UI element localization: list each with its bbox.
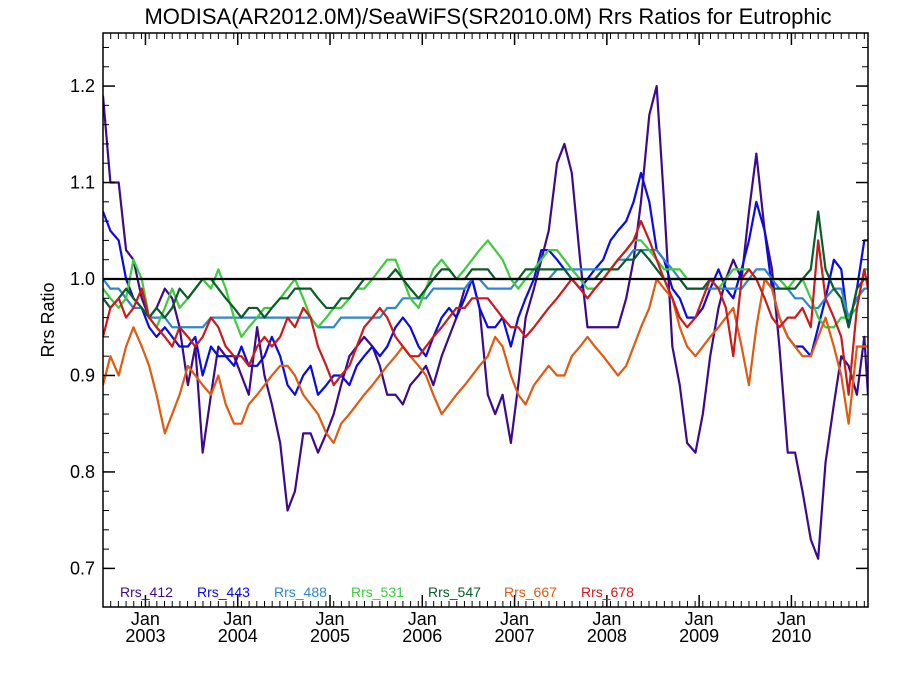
x-tick-month-label: Jan: [777, 609, 806, 629]
y-tick-label: 1.1: [70, 173, 95, 193]
legend: Rrs_412 Rrs_443 Rrs_488 Rrs_531 Rrs_547 Rrs_6…: [120, 584, 634, 600]
plot-frame: [102, 32, 869, 608]
x-tick-year-label: 2003: [125, 626, 165, 646]
x-tick-month-label: Jan: [685, 609, 714, 629]
plot-area: [103, 84, 868, 560]
x-tick-year-label: 2005: [310, 626, 350, 646]
legend-item-rrs-488: Rrs_488: [274, 584, 327, 600]
x-tick-year-label: 2009: [679, 626, 719, 646]
series-line-rrs-443: [103, 171, 868, 396]
y-tick-label: 1.0: [70, 269, 95, 289]
y-tick-label: 0.8: [70, 462, 95, 482]
x-tick-month-label: Jan: [223, 609, 252, 629]
y-axis-label: Rrs Ratio: [38, 282, 58, 357]
legend-item-rrs-531: Rrs_531: [351, 584, 404, 600]
series-layer: [103, 84, 868, 560]
axes-layer: 0.70.80.91.01.11.2Jan2003Jan2004Jan2005J…: [70, 33, 868, 646]
series-line-rrs-678: [103, 220, 868, 396]
legend-item-rrs-443: Rrs_443: [197, 584, 250, 600]
x-tick-month-label: Jan: [408, 609, 437, 629]
x-tick-month-label: Jan: [592, 609, 621, 629]
series-line-rrs-667: [103, 277, 868, 445]
x-tick-month-label: Jan: [131, 609, 160, 629]
legend-item-rrs-667: Rrs_667: [504, 584, 557, 600]
y-tick-label: 0.7: [70, 558, 95, 578]
y-tick-label: 0.9: [70, 365, 95, 385]
legend-item-rrs-412: Rrs_412: [120, 584, 173, 600]
x-tick-year-label: 2007: [495, 626, 535, 646]
legend-item-rrs-547: Rrs_547: [428, 584, 481, 600]
x-tick-year-label: 2004: [218, 626, 258, 646]
legend-item-rrs-678: Rrs_678: [581, 584, 634, 600]
x-tick-month-label: Jan: [500, 609, 529, 629]
y-tick-label: 1.2: [70, 76, 95, 96]
series-line-rrs-531: [103, 239, 868, 338]
x-tick-month-label: Jan: [315, 609, 344, 629]
x-tick-year-label: 2006: [402, 626, 442, 646]
x-tick-year-label: 2010: [771, 626, 811, 646]
series-line-rrs-488: [103, 248, 868, 329]
chart-title: MODISA(AR2012.0M)/SeaWiFS(SR2010.0M) Rrs…: [144, 4, 831, 29]
x-tick-year-label: 2008: [587, 626, 627, 646]
